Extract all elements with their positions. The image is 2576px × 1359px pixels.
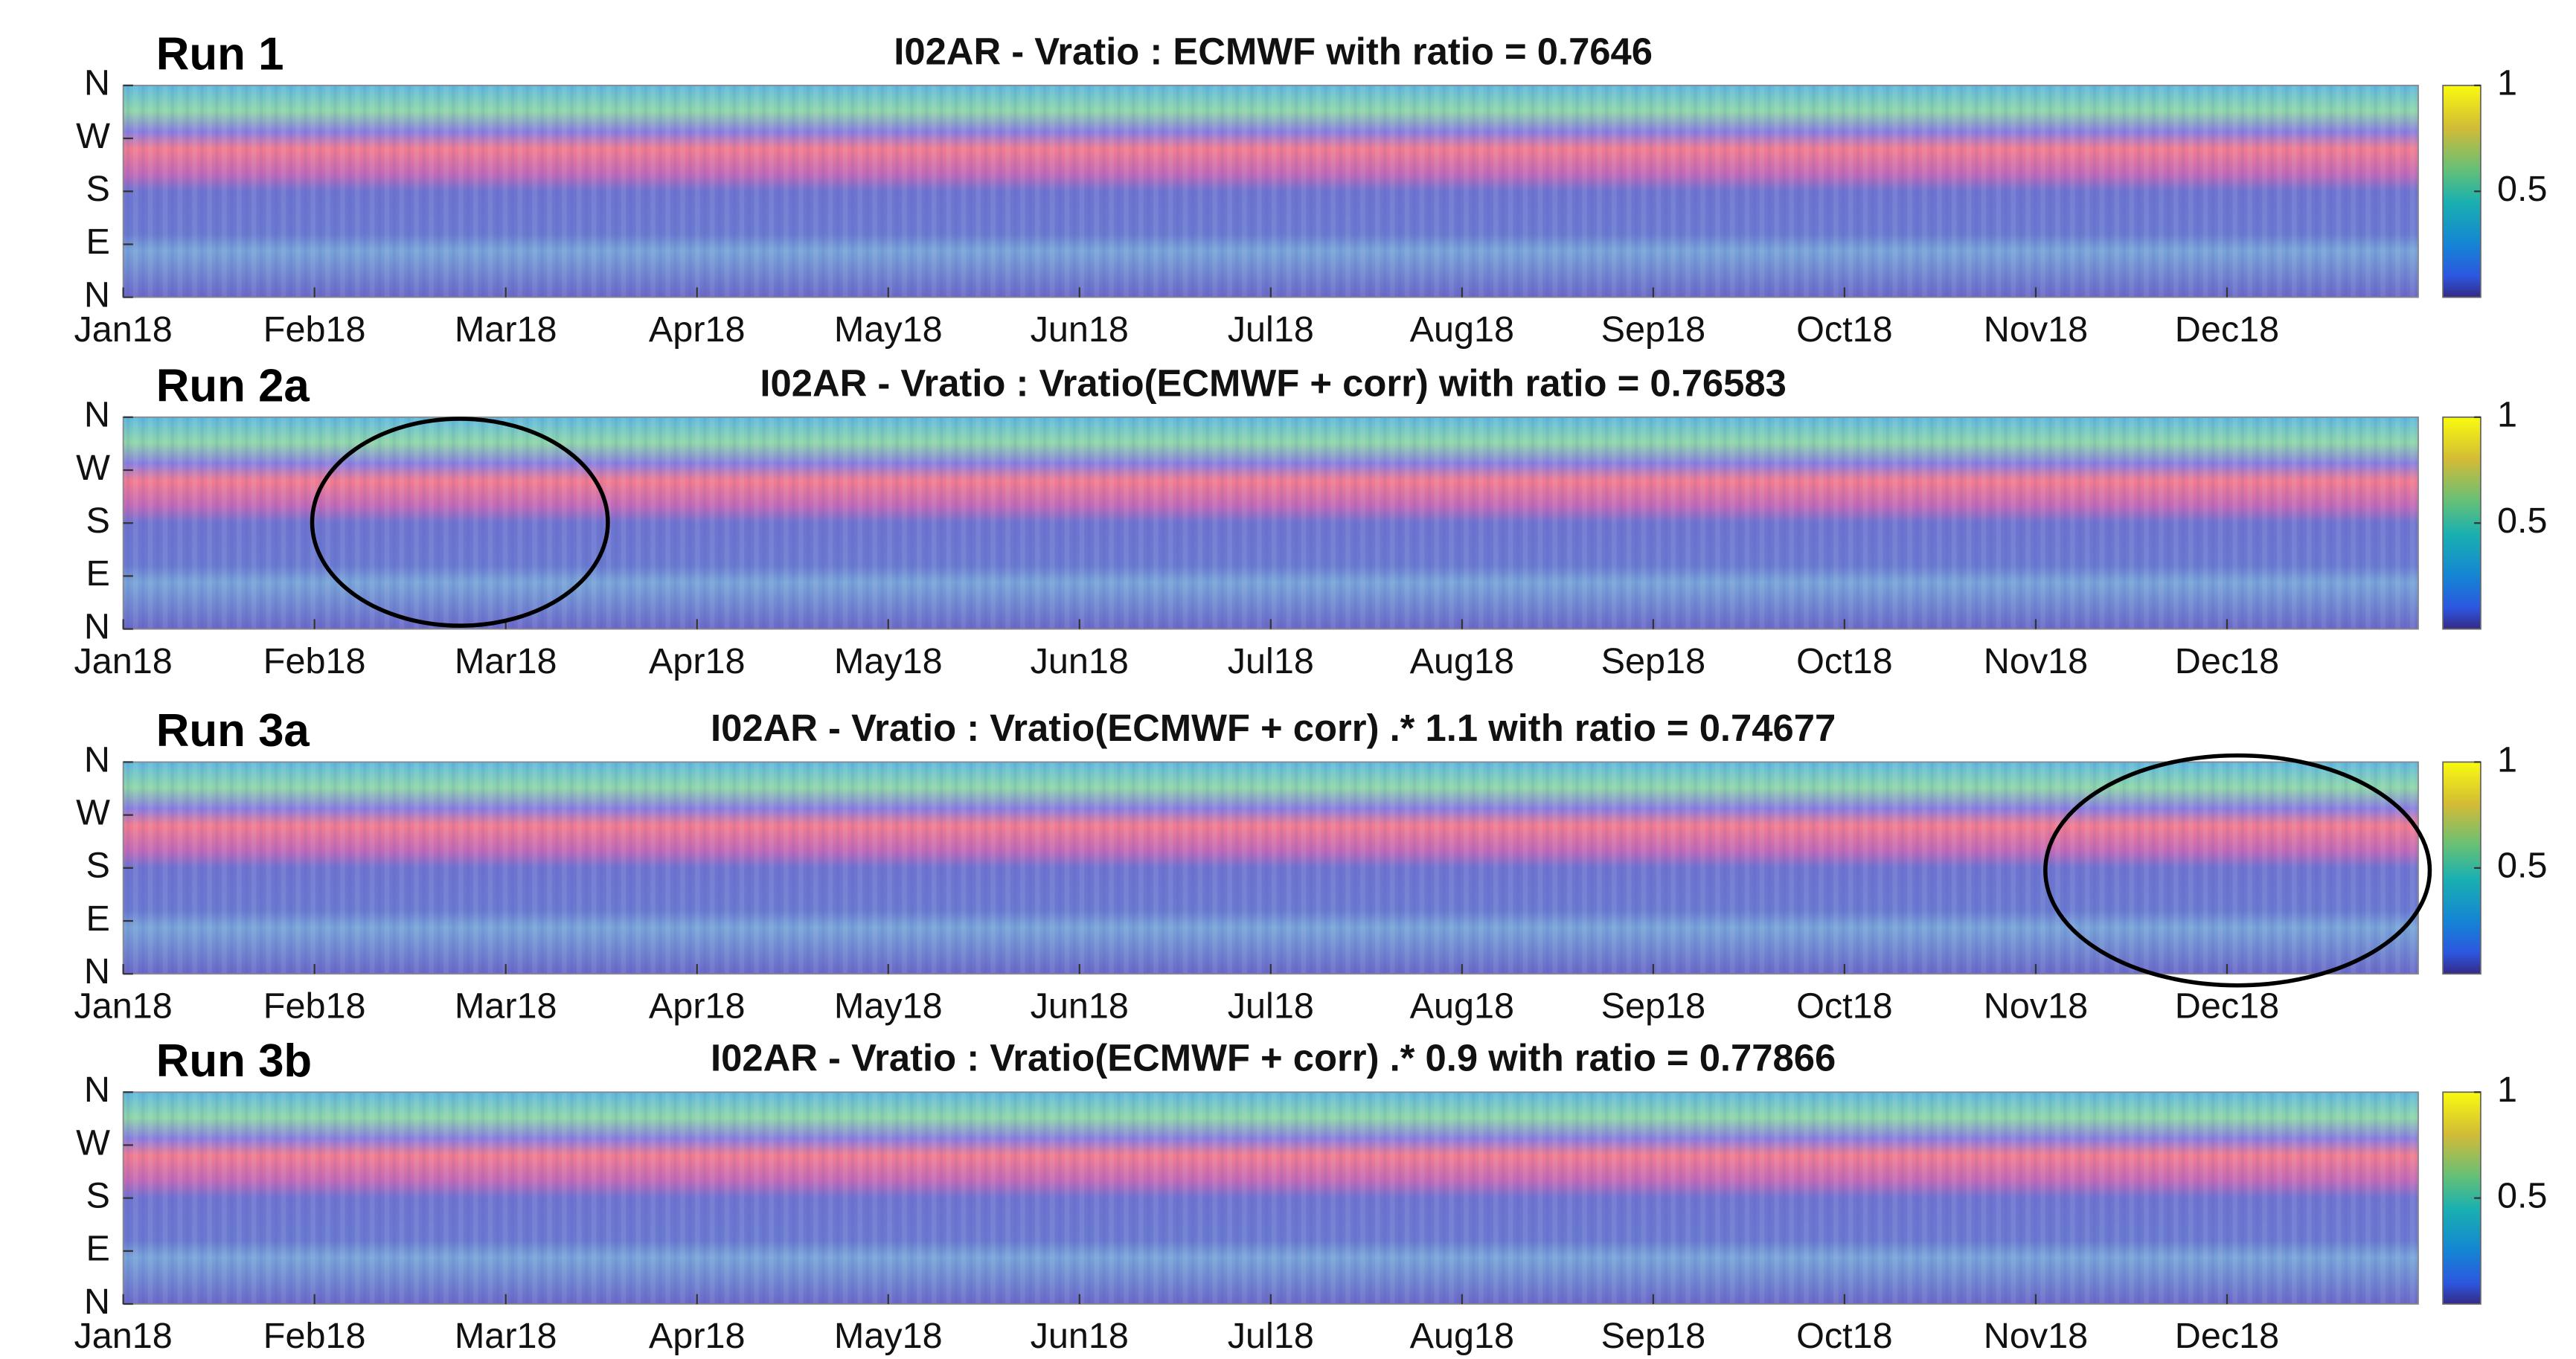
x-tick-label: Jan18 — [74, 1316, 172, 1356]
x-tick-label: Mar18 — [455, 1316, 557, 1356]
y-tick-label: E — [86, 1229, 110, 1269]
y-tick-label: W — [76, 792, 110, 832]
heatmap-texture — [123, 1092, 2419, 1305]
x-tick-label: Aug18 — [1410, 986, 1514, 1026]
panel: Run 2a I02AR - Vratio : Vratio(ECMWF + co… — [74, 361, 2547, 681]
y-tick-label: S — [86, 1175, 110, 1215]
chart-title: I02AR - Vratio : Vratio(ECMWF + corr) .*… — [711, 707, 1836, 749]
x-tick-label: Aug18 — [1410, 641, 1514, 681]
x-tick-label: Oct18 — [1796, 641, 1893, 681]
y-tick-label: N — [84, 606, 110, 646]
y-tick-label: W — [76, 448, 110, 488]
heatmap-texture — [123, 762, 2419, 974]
y-tick-label: N — [84, 63, 110, 103]
x-tick-label: Jun18 — [1031, 641, 1129, 681]
colorbar-tick-label: 1 — [2497, 395, 2517, 435]
y-tick-label: N — [84, 739, 110, 780]
x-tick-label: Jan18 — [74, 641, 172, 681]
x-tick-label: Mar18 — [455, 641, 557, 681]
y-tick-label: S — [86, 501, 110, 541]
x-tick-label: Apr18 — [649, 641, 746, 681]
x-tick-label: Nov18 — [1984, 641, 2088, 681]
panel: Run 3b I02AR - Vratio : Vratio(ECMWF + co… — [74, 1035, 2547, 1356]
colorbar-tick-label: 1 — [2497, 63, 2517, 103]
y-tick-label: W — [76, 1122, 110, 1163]
y-tick-label: N — [84, 1282, 110, 1322]
y-tick-label: N — [84, 274, 110, 315]
heatmap-texture — [123, 417, 2419, 629]
colorbar-tick-label: 1 — [2497, 739, 2517, 780]
x-tick-label: Dec18 — [2175, 1316, 2279, 1356]
highlight-ellipse — [310, 417, 610, 628]
x-tick-label: Feb18 — [263, 1316, 366, 1356]
colorbar-tick-label: 0.5 — [2497, 169, 2548, 209]
run-label: Run 2a — [156, 361, 310, 412]
x-tick-label: Sep18 — [1601, 1316, 1705, 1356]
y-tick-label: S — [86, 169, 110, 209]
x-tick-label: Feb18 — [263, 986, 366, 1026]
heatmap-texture — [123, 85, 2419, 298]
x-tick-label: Feb18 — [263, 641, 366, 681]
chart-title: I02AR - Vratio : Vratio(ECMWF + corr) wi… — [760, 362, 1787, 404]
x-tick-label: May18 — [834, 309, 943, 350]
panel: Run 3a I02AR - Vratio : Vratio(ECMWF + co… — [74, 705, 2547, 1026]
x-tick-label: May18 — [834, 1316, 943, 1356]
y-tick-label: E — [86, 222, 110, 262]
x-tick-label: Apr18 — [649, 986, 746, 1026]
panel: Run 1 I02AR - Vratio : ECMWF with ratio =… — [74, 29, 2547, 350]
x-tick-label: Dec18 — [2175, 309, 2279, 350]
y-tick-label: E — [86, 899, 110, 939]
colorbar-tick-label: 1 — [2497, 1070, 2517, 1110]
x-tick-label: Oct18 — [1796, 986, 1893, 1026]
x-tick-label: Jul18 — [1228, 309, 1314, 350]
y-tick-label: W — [76, 116, 110, 156]
x-tick-label: Apr18 — [649, 1316, 746, 1356]
x-tick-label: Aug18 — [1410, 309, 1514, 350]
x-tick-label: Jul18 — [1228, 986, 1314, 1026]
x-tick-label: Aug18 — [1410, 1316, 1514, 1356]
x-tick-label: Sep18 — [1601, 309, 1705, 350]
x-tick-label: Jul18 — [1228, 641, 1314, 681]
colorbar-tick-label: 0.5 — [2497, 1175, 2548, 1215]
run-label: Run 1 — [156, 29, 284, 80]
colorbar-tick-label: 0.5 — [2497, 846, 2548, 886]
chart-title: I02AR - Vratio : Vratio(ECMWF + corr) .*… — [711, 1037, 1836, 1079]
highlight-ellipse — [2043, 753, 2432, 988]
x-tick-label: Jun18 — [1031, 309, 1129, 350]
x-tick-label: Dec18 — [2175, 641, 2279, 681]
run-label: Run 3b — [156, 1035, 312, 1087]
y-tick-label: N — [84, 951, 110, 992]
x-tick-label: Sep18 — [1601, 641, 1705, 681]
x-tick-label: Nov18 — [1984, 309, 2088, 350]
x-tick-label: Jan18 — [74, 309, 172, 350]
x-tick-label: Nov18 — [1984, 1316, 2088, 1356]
x-tick-label: Dec18 — [2175, 986, 2279, 1026]
chart-title: I02AR - Vratio : ECMWF with ratio = 0.76… — [894, 30, 1653, 72]
y-tick-label: N — [84, 1070, 110, 1110]
x-tick-label: Mar18 — [455, 309, 557, 350]
x-tick-label: Feb18 — [263, 309, 366, 350]
colorbar-tick-label: 0.5 — [2497, 501, 2548, 541]
x-tick-label: Jan18 — [74, 986, 172, 1026]
x-tick-label: Jun18 — [1031, 1316, 1129, 1356]
y-tick-label: E — [86, 553, 110, 594]
x-tick-label: Sep18 — [1601, 986, 1705, 1026]
run-label: Run 3a — [156, 705, 310, 756]
x-tick-label: May18 — [834, 986, 943, 1026]
x-tick-label: Jul18 — [1228, 1316, 1314, 1356]
y-tick-label: N — [84, 395, 110, 435]
x-tick-label: May18 — [834, 641, 943, 681]
x-tick-label: Oct18 — [1796, 309, 1893, 350]
y-tick-label: S — [86, 846, 110, 886]
x-tick-label: Nov18 — [1984, 986, 2088, 1026]
x-tick-label: Jun18 — [1031, 986, 1129, 1026]
x-tick-label: Mar18 — [455, 986, 557, 1026]
x-tick-label: Oct18 — [1796, 1316, 1893, 1356]
x-tick-label: Apr18 — [649, 309, 746, 350]
